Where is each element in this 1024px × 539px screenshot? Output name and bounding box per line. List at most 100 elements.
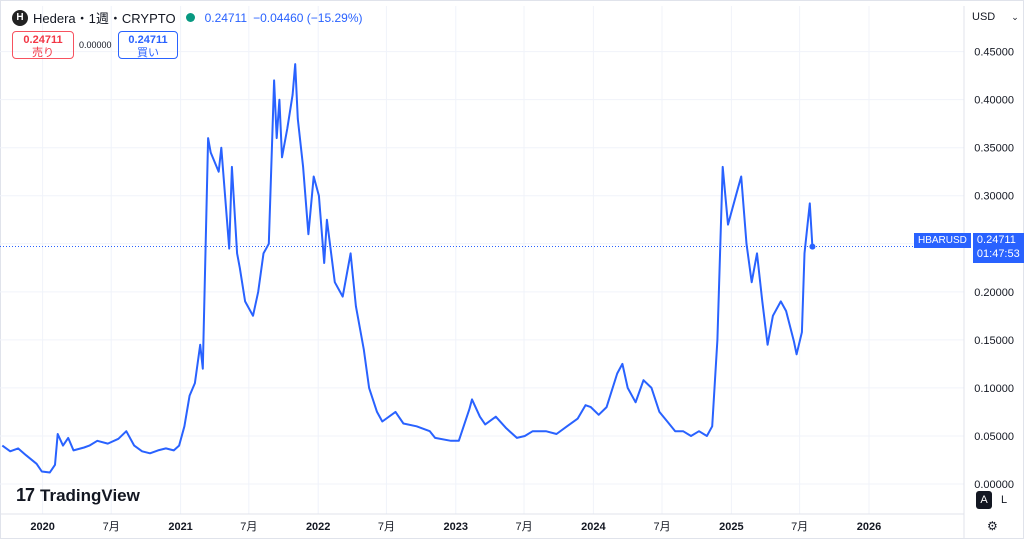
data-point[interactable]: [72, 449, 75, 452]
data-point[interactable]: [434, 436, 437, 439]
data-point[interactable]: [193, 382, 196, 385]
data-point[interactable]: [201, 367, 204, 370]
data-point[interactable]: [697, 430, 700, 433]
data-point[interactable]: [666, 420, 669, 423]
data-point[interactable]: [792, 340, 795, 343]
data-point[interactable]: [199, 343, 202, 346]
data-point[interactable]: [262, 252, 265, 255]
data-point[interactable]: [257, 290, 260, 293]
data-point[interactable]: [478, 415, 481, 418]
data-point[interactable]: [286, 127, 289, 130]
data-point[interactable]: [711, 425, 714, 428]
data-point[interactable]: [25, 454, 28, 457]
data-point[interactable]: [658, 410, 661, 413]
series-line-hbarusd[interactable]: [1, 63, 814, 474]
data-point[interactable]: [734, 194, 737, 197]
data-point[interactable]: [106, 442, 109, 445]
log-scale-button[interactable]: L: [1000, 494, 1008, 506]
data-point[interactable]: [682, 430, 685, 433]
data-point[interactable]: [54, 463, 57, 466]
data-point[interactable]: [394, 410, 397, 413]
data-point[interactable]: [616, 372, 619, 375]
data-point[interactable]: [785, 310, 788, 313]
data-point[interactable]: [220, 146, 223, 149]
data-point[interactable]: [415, 425, 418, 428]
data-point[interactable]: [88, 444, 91, 447]
data-point[interactable]: [333, 281, 336, 284]
data-point[interactable]: [471, 398, 474, 401]
data-point[interactable]: [566, 425, 569, 428]
data-point[interactable]: [726, 223, 729, 226]
data-point[interactable]: [209, 151, 212, 154]
data-point[interactable]: [296, 117, 299, 120]
data-point[interactable]: [349, 252, 352, 255]
data-point[interactable]: [83, 446, 86, 449]
data-point[interactable]: [381, 420, 384, 423]
data-point[interactable]: [188, 394, 191, 397]
data-point[interactable]: [178, 444, 181, 447]
data-point[interactable]: [291, 93, 294, 96]
data-point[interactable]: [584, 404, 587, 407]
data-point[interactable]: [402, 422, 405, 425]
data-point[interactable]: [721, 165, 724, 168]
data-point[interactable]: [626, 386, 629, 389]
currency-selector[interactable]: USD ⌄: [962, 6, 1020, 28]
data-point[interactable]: [803, 252, 806, 255]
data-point[interactable]: [354, 305, 357, 308]
data-point[interactable]: [800, 331, 803, 334]
data-point[interactable]: [236, 252, 239, 255]
tradingview-logo[interactable]: 17 TradingView: [16, 485, 140, 506]
data-point[interactable]: [9, 450, 12, 453]
data-point[interactable]: [183, 425, 186, 428]
sell-button[interactable]: 0.24711 売り: [12, 31, 74, 59]
data-point[interactable]: [307, 233, 310, 236]
data-point[interactable]: [312, 175, 315, 178]
data-point[interactable]: [605, 406, 608, 409]
data-point[interactable]: [457, 439, 460, 442]
data-point[interactable]: [125, 430, 128, 433]
data-point[interactable]: [207, 137, 210, 140]
data-point[interactable]: [1, 444, 4, 447]
data-point[interactable]: [17, 447, 20, 450]
data-point[interactable]: [621, 362, 624, 365]
data-point[interactable]: [238, 266, 241, 269]
data-point[interactable]: [576, 417, 579, 420]
data-point[interactable]: [67, 436, 70, 439]
data-point[interactable]: [362, 348, 365, 351]
data-point[interactable]: [368, 386, 371, 389]
symbol-legend[interactable]: H Hedera・1週・CRYPTO 0.24711 −0.04460 (−15…: [12, 8, 363, 27]
data-point[interactable]: [716, 338, 719, 341]
data-point[interactable]: [141, 450, 144, 453]
data-point[interactable]: [494, 415, 497, 418]
data-point[interactable]: [217, 170, 220, 173]
data-point[interactable]: [484, 423, 487, 426]
data-point[interactable]: [808, 202, 811, 205]
data-point[interactable]: [376, 410, 379, 413]
data-point[interactable]: [642, 379, 645, 382]
data-point[interactable]: [795, 353, 798, 356]
data-point[interactable]: [756, 252, 759, 255]
data-point[interactable]: [294, 63, 297, 66]
data-point[interactable]: [750, 281, 753, 284]
data-point[interactable]: [164, 447, 167, 450]
data-point[interactable]: [48, 471, 51, 474]
symbol-title[interactable]: Hedera・1週・CRYPTO: [33, 11, 176, 26]
data-point[interactable]: [505, 427, 508, 430]
data-point[interactable]: [133, 444, 136, 447]
data-point[interactable]: [428, 430, 431, 433]
buy-button[interactable]: 0.24711 買い: [118, 31, 178, 59]
data-point[interactable]: [531, 430, 534, 433]
data-point[interactable]: [278, 98, 281, 101]
data-point[interactable]: [544, 430, 547, 433]
auto-scale-button[interactable]: A: [976, 491, 992, 509]
data-point[interactable]: [267, 242, 270, 245]
data-point[interactable]: [228, 247, 231, 250]
data-point[interactable]: [56, 433, 59, 436]
data-point[interactable]: [317, 194, 320, 197]
data-point[interactable]: [674, 430, 677, 433]
settings-gear-icon[interactable]: ⚙: [987, 519, 998, 533]
data-point[interactable]: [745, 242, 748, 245]
data-point[interactable]: [449, 439, 452, 442]
data-point[interactable]: [280, 156, 283, 159]
